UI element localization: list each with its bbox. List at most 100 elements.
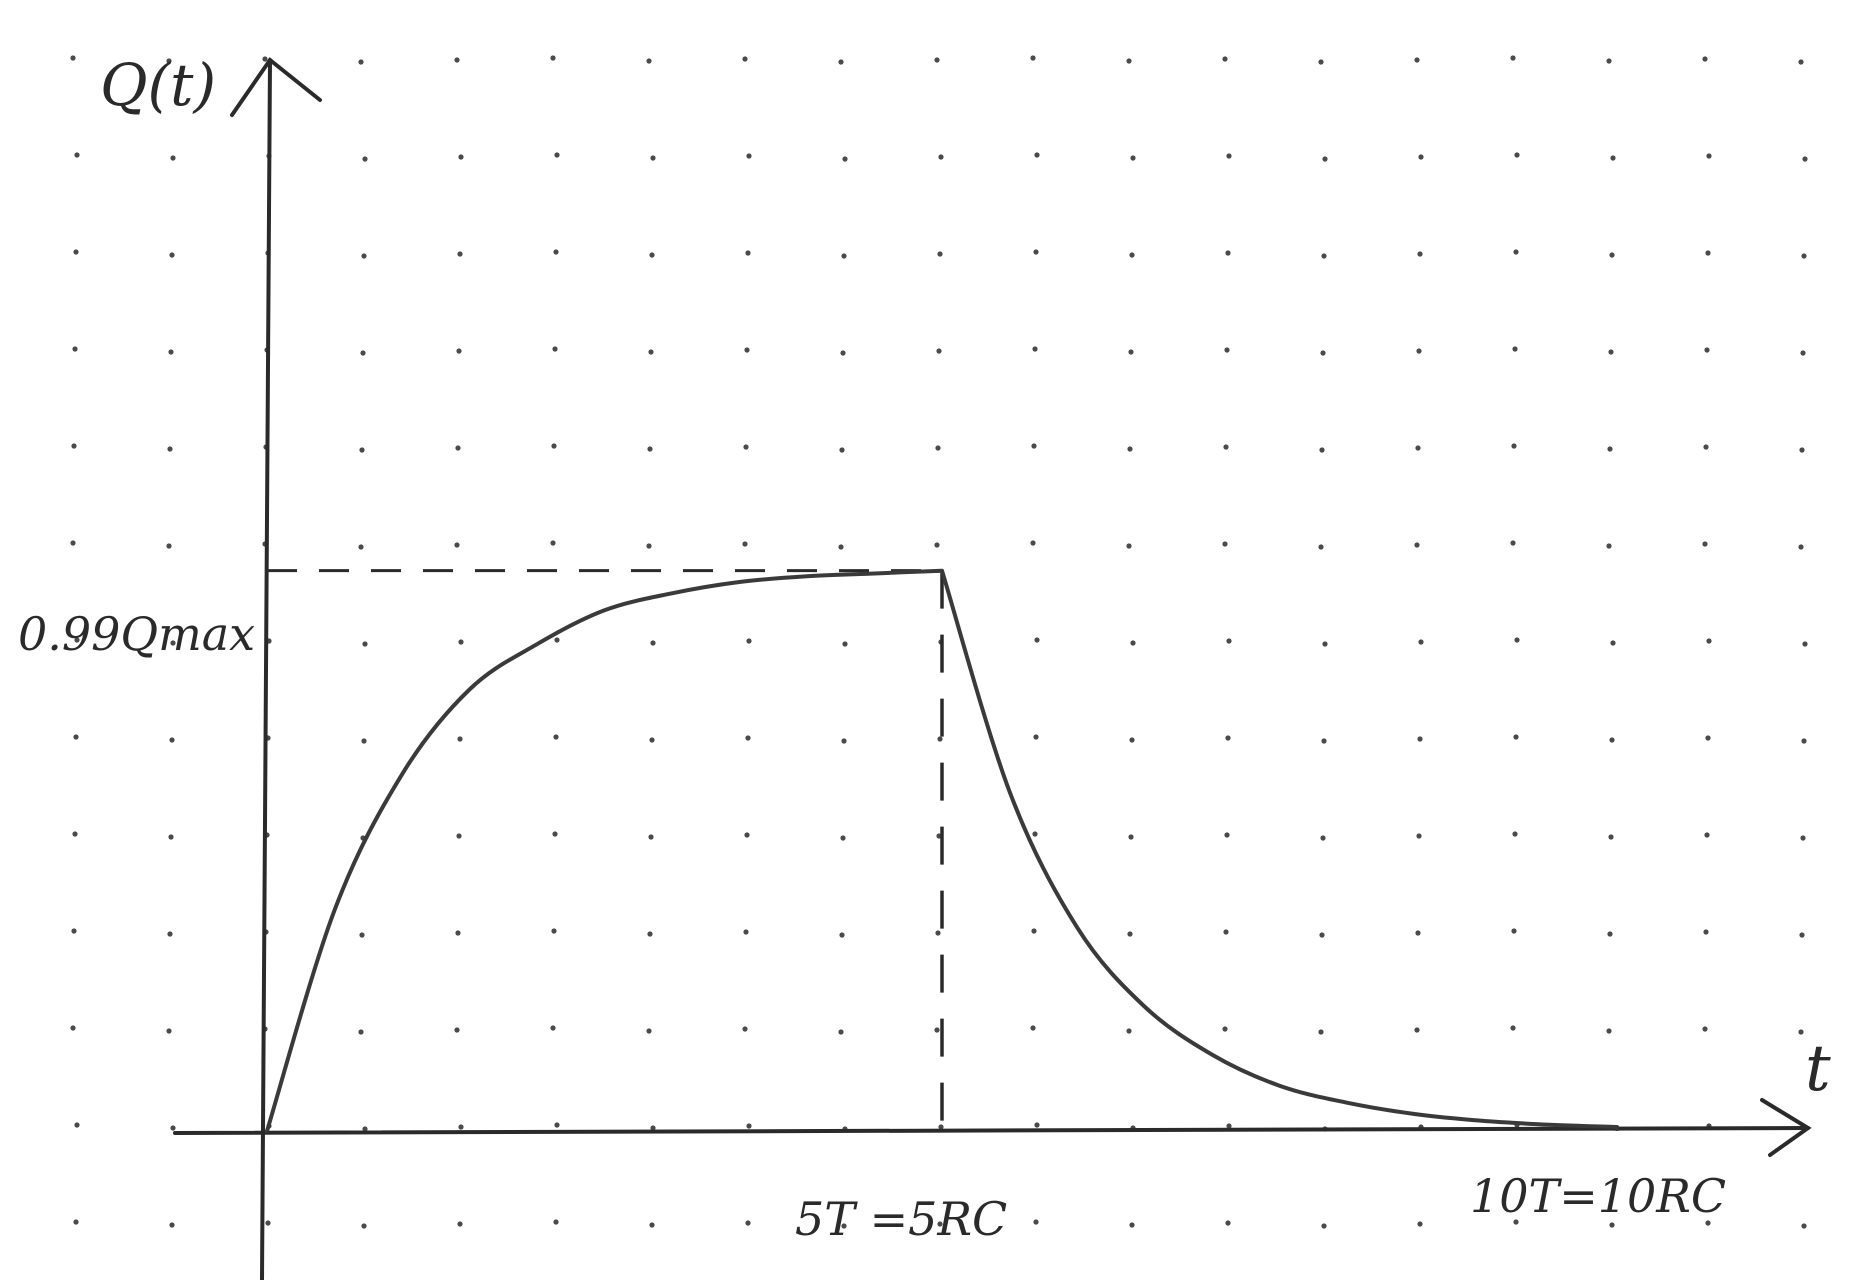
grid-dot bbox=[840, 350, 846, 356]
grid-dot bbox=[646, 58, 652, 64]
grid-dot bbox=[841, 1223, 847, 1229]
grid-dot bbox=[1225, 735, 1231, 741]
grid-dot bbox=[935, 445, 941, 451]
grid-dot bbox=[1318, 544, 1324, 550]
grid-dot bbox=[744, 347, 750, 353]
grid-dot bbox=[647, 446, 653, 452]
grid-dot bbox=[841, 738, 847, 744]
grid-dot bbox=[742, 56, 748, 62]
data-point-11 bbox=[1008, 789, 1011, 793]
grid-dot bbox=[1608, 834, 1614, 840]
grid-dot bbox=[1704, 832, 1710, 838]
grid-dot bbox=[1511, 928, 1517, 934]
data-point-14 bbox=[1210, 1053, 1214, 1057]
data-point-5 bbox=[603, 608, 606, 612]
grid-dot bbox=[839, 932, 845, 938]
grid-dot bbox=[362, 1126, 368, 1132]
grid-dot bbox=[1514, 152, 1520, 158]
grid-dot bbox=[73, 734, 79, 740]
grid-dot bbox=[838, 544, 844, 550]
x-axis-arrowhead bbox=[1760, 1098, 1812, 1157]
grid-dot bbox=[1415, 445, 1421, 451]
grid-dot bbox=[554, 1122, 560, 1128]
data-point-7 bbox=[738, 580, 741, 584]
grid-dot bbox=[745, 735, 751, 741]
grid-dot bbox=[74, 637, 80, 643]
grid-dot bbox=[1606, 543, 1612, 549]
x-axis bbox=[173, 1126, 1810, 1135]
grid-dot bbox=[1704, 347, 1710, 353]
grid-dot bbox=[1702, 1026, 1708, 1032]
grid-dot bbox=[1318, 1029, 1324, 1035]
grid-dot bbox=[169, 1222, 175, 1228]
grid-dot bbox=[454, 57, 460, 63]
grid-dot bbox=[1610, 640, 1616, 646]
data-point-12 bbox=[1075, 925, 1079, 929]
grid-dot bbox=[1607, 446, 1613, 452]
grid-dot bbox=[650, 1125, 656, 1131]
grid-dot bbox=[1030, 540, 1036, 546]
grid-dot bbox=[1129, 737, 1135, 743]
grid-dot bbox=[1322, 156, 1328, 162]
grid-dot bbox=[458, 639, 464, 645]
grid-dot bbox=[1608, 349, 1614, 355]
grid-dot bbox=[1510, 1025, 1516, 1031]
data-point-13 bbox=[1143, 1004, 1146, 1008]
grid-dot bbox=[168, 349, 174, 355]
grid-dot bbox=[362, 641, 368, 647]
dot-grid bbox=[70, 55, 1808, 1229]
grid-dot bbox=[358, 59, 364, 65]
grid-dot bbox=[550, 55, 556, 61]
grid-dot bbox=[1031, 443, 1037, 449]
grid-dot bbox=[1033, 734, 1039, 740]
grid-dot bbox=[1514, 637, 1520, 643]
grid-dot bbox=[552, 831, 558, 837]
grid-dot bbox=[1801, 253, 1807, 259]
grid-dot bbox=[1801, 1223, 1807, 1229]
grid-dot bbox=[551, 928, 557, 934]
grid-dot bbox=[169, 252, 175, 258]
data-point-16 bbox=[1345, 1101, 1349, 1105]
grid-dot bbox=[455, 445, 461, 451]
grid-dot bbox=[1034, 1122, 1040, 1128]
grid-dot bbox=[1225, 1220, 1231, 1226]
grid-dot bbox=[73, 249, 79, 255]
grid-dot bbox=[361, 1223, 367, 1229]
grid-dot bbox=[1319, 447, 1325, 453]
grid-dot bbox=[456, 348, 462, 354]
grid-dot bbox=[1798, 59, 1804, 65]
grid-dot bbox=[168, 834, 174, 840]
grid-dot bbox=[1127, 931, 1133, 937]
grid-dot bbox=[1224, 832, 1230, 838]
grid-dot bbox=[1609, 252, 1615, 258]
grid-dot bbox=[1129, 252, 1135, 258]
grid-dot bbox=[746, 638, 752, 644]
grid-dot bbox=[743, 929, 749, 935]
grid-dot bbox=[1703, 929, 1709, 935]
grid-dot bbox=[1799, 447, 1805, 453]
grid-dot bbox=[1512, 831, 1518, 837]
grid-dot bbox=[650, 155, 656, 161]
data-point-9 bbox=[873, 571, 876, 575]
grid-dot bbox=[1033, 249, 1039, 255]
grid-dot bbox=[1226, 153, 1232, 159]
grid-dot bbox=[1417, 736, 1423, 742]
grid-dot bbox=[361, 253, 367, 259]
grid-dot bbox=[1225, 250, 1231, 256]
grid-dot bbox=[936, 348, 942, 354]
grid-dot bbox=[1418, 154, 1424, 160]
series-points bbox=[265, 569, 1619, 1133]
data-point-3 bbox=[468, 688, 471, 692]
grid-dot bbox=[1226, 1123, 1232, 1129]
grid-dot bbox=[1798, 544, 1804, 550]
grid-dot bbox=[71, 928, 77, 934]
grid-dot bbox=[456, 833, 462, 839]
grid-dot bbox=[1705, 250, 1711, 256]
grid-dot bbox=[170, 640, 176, 646]
grid-dot bbox=[170, 155, 176, 161]
grid-dot bbox=[934, 57, 940, 63]
grid-dot bbox=[934, 542, 940, 548]
grid-dot bbox=[1224, 347, 1230, 353]
grid-dot bbox=[457, 736, 463, 742]
grid-dot bbox=[1417, 251, 1423, 257]
